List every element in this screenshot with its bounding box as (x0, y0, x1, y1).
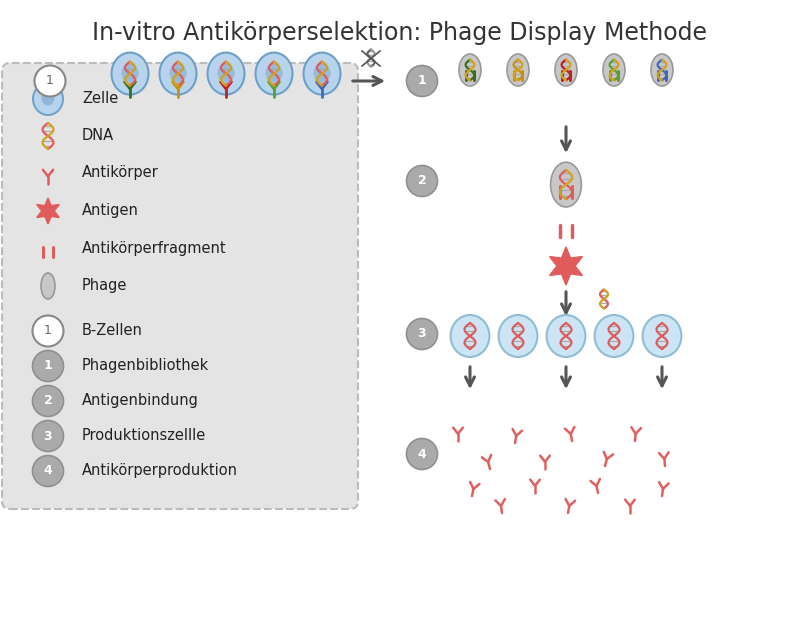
Ellipse shape (42, 90, 54, 105)
Circle shape (406, 165, 438, 196)
Text: 2: 2 (418, 175, 426, 187)
Text: In-vitro Antikörperselektion: Phage Display Methode: In-vitro Antikörperselektion: Phage Disp… (93, 21, 707, 45)
Text: 1: 1 (44, 324, 52, 338)
Ellipse shape (642, 315, 682, 357)
Ellipse shape (507, 54, 529, 86)
Text: 1: 1 (418, 74, 426, 88)
Circle shape (406, 439, 438, 469)
Text: 2: 2 (44, 394, 52, 408)
Text: B-Zellen: B-Zellen (82, 324, 143, 338)
Text: Antikörperfragment: Antikörperfragment (82, 242, 226, 256)
Ellipse shape (207, 52, 245, 95)
Text: Antigen: Antigen (82, 204, 139, 218)
Ellipse shape (122, 64, 138, 83)
Text: 1: 1 (46, 74, 54, 88)
Circle shape (33, 350, 63, 382)
Ellipse shape (111, 52, 149, 95)
Text: 4: 4 (44, 464, 52, 478)
Ellipse shape (550, 162, 582, 207)
Text: Produktionszellle: Produktionszellle (82, 428, 206, 444)
Circle shape (33, 316, 63, 346)
Ellipse shape (546, 315, 586, 357)
Ellipse shape (303, 52, 341, 95)
Circle shape (33, 386, 63, 416)
Ellipse shape (498, 315, 538, 357)
Polygon shape (550, 247, 582, 285)
Ellipse shape (450, 315, 490, 357)
Text: Antikörperproduktion: Antikörperproduktion (82, 464, 238, 478)
Ellipse shape (170, 64, 186, 83)
FancyBboxPatch shape (2, 63, 358, 509)
Ellipse shape (314, 64, 330, 83)
Ellipse shape (603, 54, 625, 86)
Ellipse shape (33, 83, 63, 115)
Ellipse shape (555, 54, 577, 86)
Ellipse shape (459, 54, 481, 86)
Ellipse shape (41, 273, 55, 299)
Circle shape (406, 319, 438, 350)
Ellipse shape (218, 64, 234, 83)
Text: DNA: DNA (82, 129, 114, 143)
Ellipse shape (255, 52, 293, 95)
Text: 3: 3 (44, 430, 52, 442)
Text: 3: 3 (418, 327, 426, 341)
Ellipse shape (159, 52, 197, 95)
Polygon shape (37, 198, 59, 224)
Ellipse shape (266, 64, 282, 83)
Ellipse shape (651, 54, 673, 86)
Text: Zelle: Zelle (82, 91, 118, 107)
Circle shape (406, 66, 438, 97)
Circle shape (33, 456, 63, 487)
Circle shape (33, 420, 63, 452)
Ellipse shape (594, 315, 634, 357)
Text: 1: 1 (44, 360, 52, 372)
Circle shape (34, 66, 66, 97)
Text: 4: 4 (418, 447, 426, 461)
Text: Antigenbindung: Antigenbindung (82, 394, 199, 408)
Text: Phagenbibliothek: Phagenbibliothek (82, 358, 210, 374)
Text: Phage: Phage (82, 278, 127, 293)
Text: Antikörper: Antikörper (82, 165, 158, 180)
